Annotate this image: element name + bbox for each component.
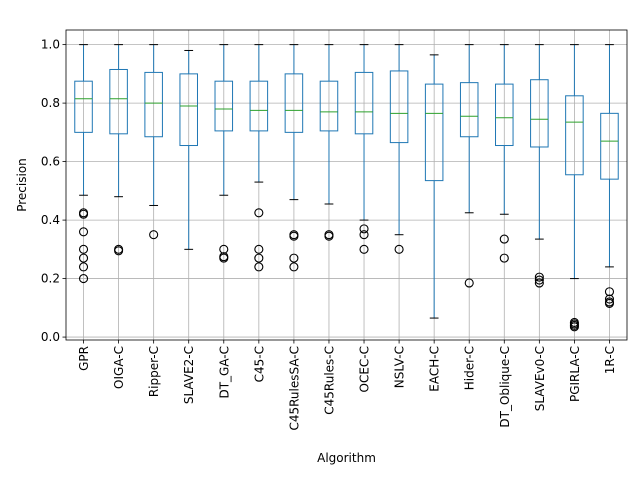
outlier-point [254, 262, 264, 272]
box-DT_Oblique-C [495, 44, 514, 263]
iqr-box [214, 80, 234, 132]
box-C45RulesSA-C [284, 44, 304, 272]
outlier-point [78, 209, 89, 219]
x-tick-label: OIGA-C [112, 346, 126, 389]
x-tick-label: GPR [77, 346, 91, 371]
box-EACH-C [424, 54, 444, 319]
boxes [74, 44, 619, 332]
outlier-point [324, 231, 334, 241]
box-PGIRLA-C [565, 44, 584, 332]
outlier-point [254, 253, 264, 263]
outlier-point [534, 272, 544, 282]
outlier-point [394, 244, 404, 254]
y-tick-label: 0.2 [41, 272, 60, 286]
y-tick-label: 0.0 [41, 330, 60, 344]
x-tick-label: DT_Oblique-C [498, 346, 512, 428]
iqr-box [424, 83, 444, 182]
iqr-box [179, 73, 198, 147]
outlier-point [78, 227, 89, 237]
y-tick-label: 0.8 [41, 96, 60, 110]
plot-frame [65, 29, 628, 341]
outlier-point [149, 230, 159, 240]
box-OCEC-C [354, 44, 374, 254]
box-1R-C [600, 44, 619, 308]
outlier-point [464, 278, 474, 288]
iqr-box [144, 71, 163, 138]
y-tick-label: 0.4 [41, 213, 60, 227]
box-GPR [74, 44, 93, 284]
outlier-point [569, 322, 579, 332]
outlier-point [604, 294, 615, 304]
x-tick-label: SLAVE2-C [182, 346, 196, 404]
box-NSLV-C [389, 44, 409, 254]
outlier-point [604, 287, 615, 297]
outlier-point [359, 244, 369, 254]
iqr-box [74, 80, 93, 133]
outlier-point [499, 253, 509, 263]
outlier-point [604, 298, 615, 308]
x-tick-label: Ripper-C [147, 346, 161, 397]
box-C45-C [249, 44, 269, 272]
iqr-box [354, 71, 374, 135]
outlier-point [359, 230, 369, 240]
outlier-point [219, 253, 229, 263]
x-tick-label: DT_GA-C [217, 346, 231, 399]
ticks: 0.0 0.2 0.4 0.6 0.8 1.0 GPR OIGA-C Ripper-C SLAVE… [41, 38, 617, 431]
box-Hider-C [459, 44, 479, 288]
x-tick-label: Hider-C [463, 346, 477, 390]
iqr-box [459, 82, 479, 138]
x-tick-label: 1R-C [603, 346, 617, 374]
outlier-point [114, 246, 124, 256]
y-axis-title: Precision [15, 158, 29, 212]
box-SLAVE2-C [179, 49, 198, 250]
y-tick-label: 0.6 [41, 155, 60, 169]
outlier-point [499, 234, 509, 244]
outlier-point [534, 275, 544, 285]
x-tick-label: PGIRLA-C [568, 346, 582, 402]
x-tick-label: C45RulesSA-C [287, 346, 301, 431]
outlier-point [254, 208, 264, 218]
iqr-box [495, 83, 514, 147]
outlier-point [78, 253, 89, 263]
iqr-box [319, 80, 339, 132]
box-Ripper-C [144, 44, 163, 240]
outlier-point [289, 231, 299, 241]
outlier-point [78, 274, 89, 284]
outlier-point [289, 253, 299, 263]
iqr-box [600, 112, 619, 180]
iqr-box [530, 79, 549, 148]
x-tick-label: C45Rules-C [322, 346, 336, 415]
y-tick-label: 1.0 [41, 38, 60, 52]
iqr-box [565, 95, 584, 176]
x-tick-label: C45-C [252, 346, 266, 382]
outlier-point [359, 224, 369, 234]
x-tick-label: NSLV-C [393, 346, 407, 388]
outlier-point [289, 262, 299, 272]
x-tick-label: OCEC-C [358, 346, 372, 393]
outlier-point [78, 244, 89, 254]
iqr-box [249, 80, 269, 132]
outlier-point [78, 262, 89, 272]
x-axis-title: Algorithm [317, 451, 376, 465]
iqr-box [109, 68, 128, 135]
outlier-point [219, 244, 229, 254]
x-tick-label: EACH-C [428, 346, 442, 392]
outlier-point [534, 278, 544, 288]
iqr-box [389, 70, 409, 144]
box-OIGA-C [109, 44, 128, 256]
x-tick-label: SLAVEv0-C [533, 346, 547, 411]
outlier-point [254, 244, 264, 254]
iqr-box [284, 73, 304, 133]
box-DT_GA-C [214, 44, 234, 263]
box-C45Rules-C [319, 44, 339, 241]
box-SLAVEv0-C [530, 44, 549, 288]
